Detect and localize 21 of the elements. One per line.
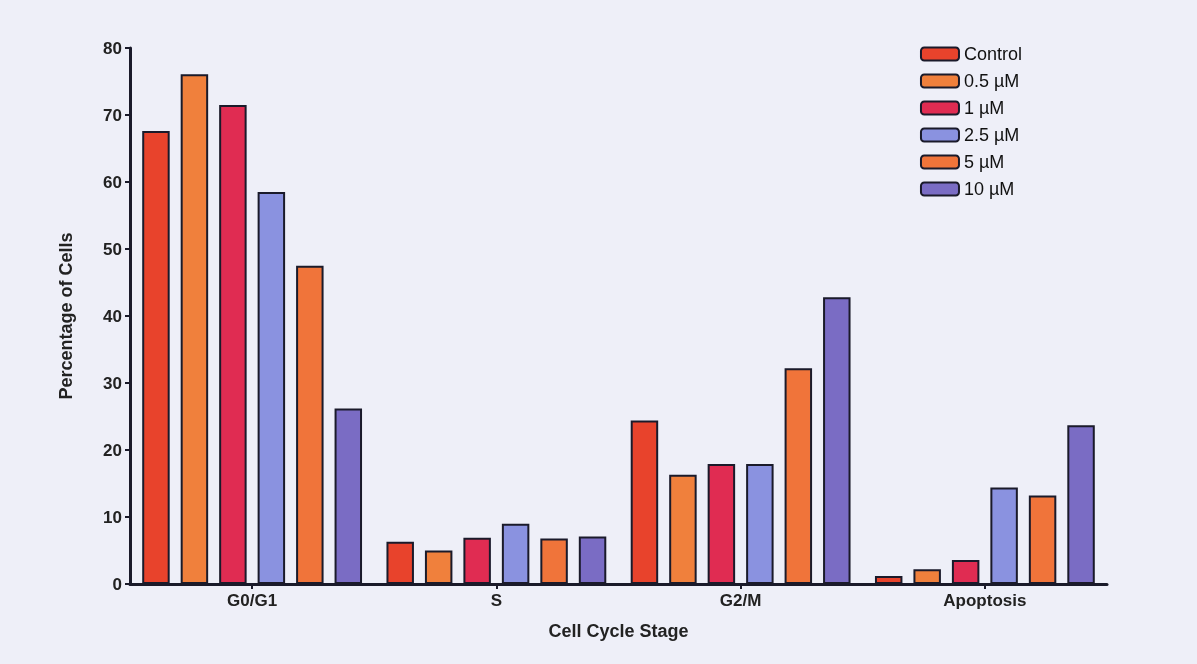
y-tick-label: 30 [103, 373, 122, 393]
y-tick-label: 20 [103, 440, 122, 460]
legend-label: 0.5 µM [963, 71, 1020, 91]
y-tick-label: 10 [103, 507, 122, 527]
x-tick-label: Apoptosis [943, 591, 1027, 610]
x-tick-label: G2/M [719, 591, 762, 610]
legend-label: 5 µM [963, 152, 1005, 172]
legend-label: 10 µM [963, 179, 1015, 199]
y-axis-title: Percentage of Cells [56, 232, 76, 400]
y-tick-label: 60 [103, 172, 122, 192]
x-axis-title: Cell Cycle Stage [548, 621, 689, 641]
x-tick-label: G0/G1 [227, 591, 278, 610]
legend-label: 1 µM [963, 98, 1005, 118]
y-tick-label: 50 [103, 239, 122, 259]
x-tick-label: S [490, 591, 503, 610]
legend-label: 2.5 µM [963, 125, 1020, 145]
y-tick-label: 40 [103, 306, 122, 326]
legend-label: Control [963, 44, 1023, 64]
y-tick-label: 70 [103, 105, 122, 125]
y-tick-label: 0 [112, 574, 122, 594]
y-tick-label: 80 [103, 38, 122, 58]
